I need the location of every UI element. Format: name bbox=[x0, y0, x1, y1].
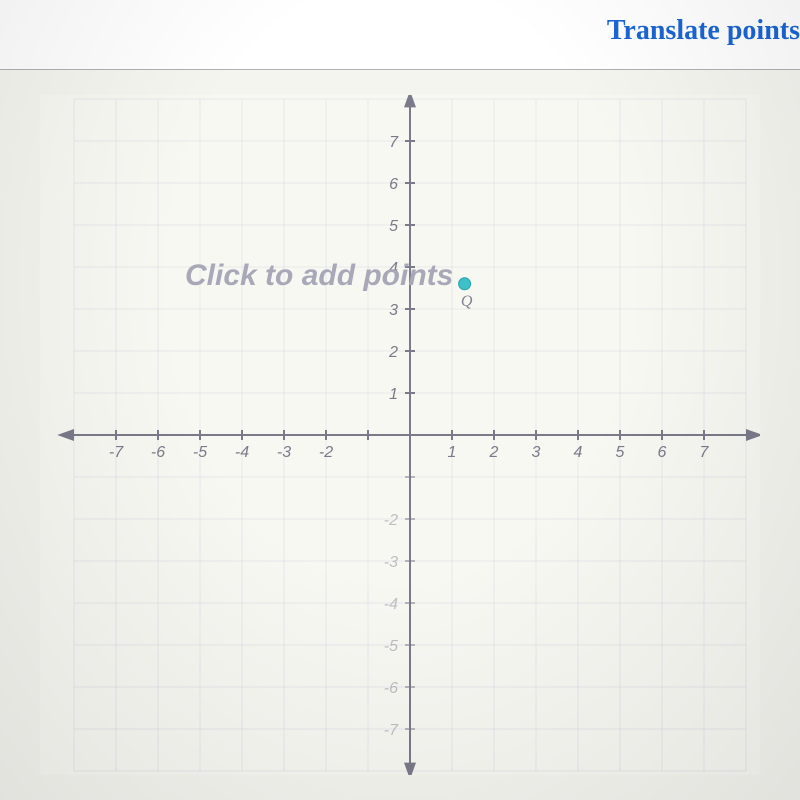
svg-text:Q: Q bbox=[461, 293, 473, 310]
svg-text:2: 2 bbox=[489, 444, 499, 461]
svg-text:-5: -5 bbox=[384, 638, 398, 655]
svg-text:2: 2 bbox=[388, 344, 398, 361]
svg-text:-5: -5 bbox=[193, 444, 207, 461]
svg-text:4: 4 bbox=[389, 260, 398, 277]
svg-text:6: 6 bbox=[389, 176, 398, 193]
svg-text:-3: -3 bbox=[384, 554, 398, 571]
svg-text:1: 1 bbox=[389, 386, 398, 403]
svg-text:1: 1 bbox=[448, 444, 457, 461]
svg-text:-7: -7 bbox=[384, 722, 399, 739]
svg-text:-3: -3 bbox=[277, 444, 291, 461]
svg-text:3: 3 bbox=[389, 302, 398, 319]
svg-text:6: 6 bbox=[658, 444, 667, 461]
data-points: Q bbox=[459, 278, 473, 310]
axes: yx bbox=[57, 95, 760, 775]
svg-text:-6: -6 bbox=[151, 444, 165, 461]
header-bar: Translate points bbox=[0, 0, 800, 70]
svg-text:7: 7 bbox=[389, 134, 399, 151]
svg-text:-2: -2 bbox=[384, 512, 398, 529]
svg-text:5: 5 bbox=[616, 444, 625, 461]
svg-text:-2: -2 bbox=[319, 444, 333, 461]
svg-text:5: 5 bbox=[389, 218, 398, 235]
svg-text:-6: -6 bbox=[384, 680, 398, 697]
svg-text:4: 4 bbox=[574, 444, 583, 461]
coordinate-graph[interactable]: yx -7 -6 -5 -4 -3 -2 1 2 3 4 5 6 7 1 2 3 4 5 6 7 -2 -3 -4 -5 -6 -… bbox=[40, 95, 760, 775]
svg-text:-4: -4 bbox=[384, 596, 398, 613]
graph-svg: yx -7 -6 -5 -4 -3 -2 1 2 3 4 5 6 7 1 2 3 4 5 6 7 -2 -3 -4 -5 -6 -… bbox=[40, 95, 760, 775]
svg-text:7: 7 bbox=[700, 444, 710, 461]
svg-text:3: 3 bbox=[532, 444, 541, 461]
svg-text:-7: -7 bbox=[109, 444, 124, 461]
translate-points-link[interactable]: Translate points bbox=[607, 15, 800, 47]
svg-text:-4: -4 bbox=[235, 444, 249, 461]
